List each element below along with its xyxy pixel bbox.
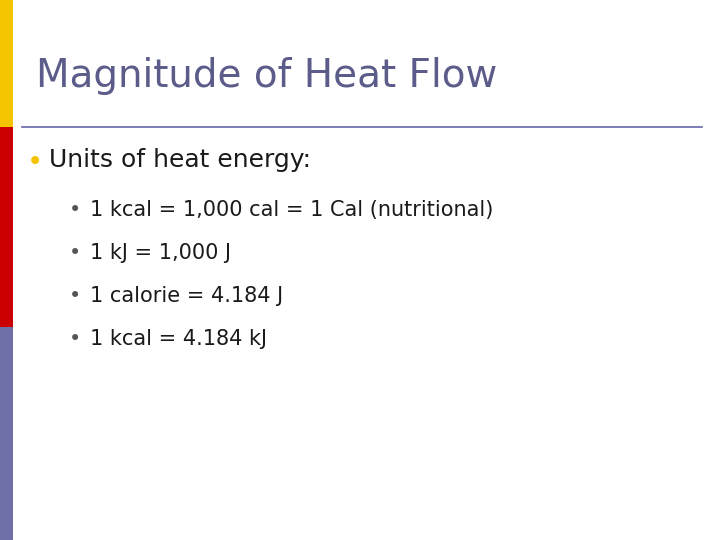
- Text: •: •: [68, 329, 81, 349]
- Text: •: •: [27, 148, 44, 177]
- Text: •: •: [68, 200, 81, 220]
- Text: Magnitude of Heat Flow: Magnitude of Heat Flow: [36, 57, 498, 94]
- Text: Units of heat energy:: Units of heat energy:: [49, 148, 311, 172]
- Text: 1 kJ = 1,000 J: 1 kJ = 1,000 J: [90, 243, 231, 263]
- Text: 1 kcal = 4.184 kJ: 1 kcal = 4.184 kJ: [90, 329, 267, 349]
- Text: 1 calorie = 4.184 J: 1 calorie = 4.184 J: [90, 286, 283, 306]
- Text: •: •: [68, 243, 81, 263]
- Text: •: •: [68, 286, 81, 306]
- Text: 1 kcal = 1,000 cal = 1 Cal (nutritional): 1 kcal = 1,000 cal = 1 Cal (nutritional): [90, 200, 493, 220]
